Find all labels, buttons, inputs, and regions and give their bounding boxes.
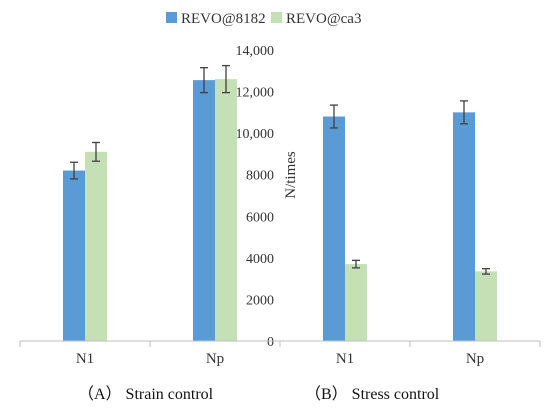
y-tick-label: 12,000	[236, 86, 275, 101]
x-category-label: Np	[206, 351, 224, 367]
caption-strain-control: （A） Strain control	[78, 385, 214, 403]
bar	[345, 264, 367, 341]
legend-label-revo-ca3: REVO@ca3	[286, 11, 361, 27]
x-category-label: N1	[76, 351, 94, 367]
bar	[215, 79, 237, 341]
y-tick-label: 0	[267, 335, 274, 350]
legend-swatch-revo-ca3	[271, 12, 282, 23]
y-tick-label: 14,000	[236, 44, 275, 59]
y-tick-label: 10,000	[236, 127, 275, 142]
y-axis-label: N/times	[283, 151, 299, 199]
bar	[323, 116, 345, 341]
bars	[63, 64, 497, 341]
caption-stress-control: （B） Stress control	[305, 385, 440, 403]
x-category-label: Np	[466, 351, 484, 367]
y-tick-label: 8000	[246, 169, 274, 184]
y-axis-ticks: 0 2000 4000 6000 8000 10,000 12,000 14,000	[236, 44, 275, 350]
legend-swatch-revo-8182	[166, 12, 177, 23]
legend: REVO@8182 REVO@ca3	[166, 11, 361, 27]
x-category-label: N1	[336, 351, 354, 367]
y-tick-label: 4000	[246, 252, 274, 267]
y-tick-label: 2000	[246, 293, 274, 308]
x-axis-ticks	[19, 341, 541, 347]
x-axis-labels: N1 Np N1 Np	[76, 351, 484, 367]
bar	[63, 170, 85, 341]
bar	[85, 151, 107, 341]
y-tick-label: 6000	[246, 210, 274, 225]
bar	[453, 112, 475, 341]
legend-label-revo-8182: REVO@8182	[181, 11, 266, 27]
bar	[193, 80, 215, 341]
bar	[475, 271, 497, 341]
